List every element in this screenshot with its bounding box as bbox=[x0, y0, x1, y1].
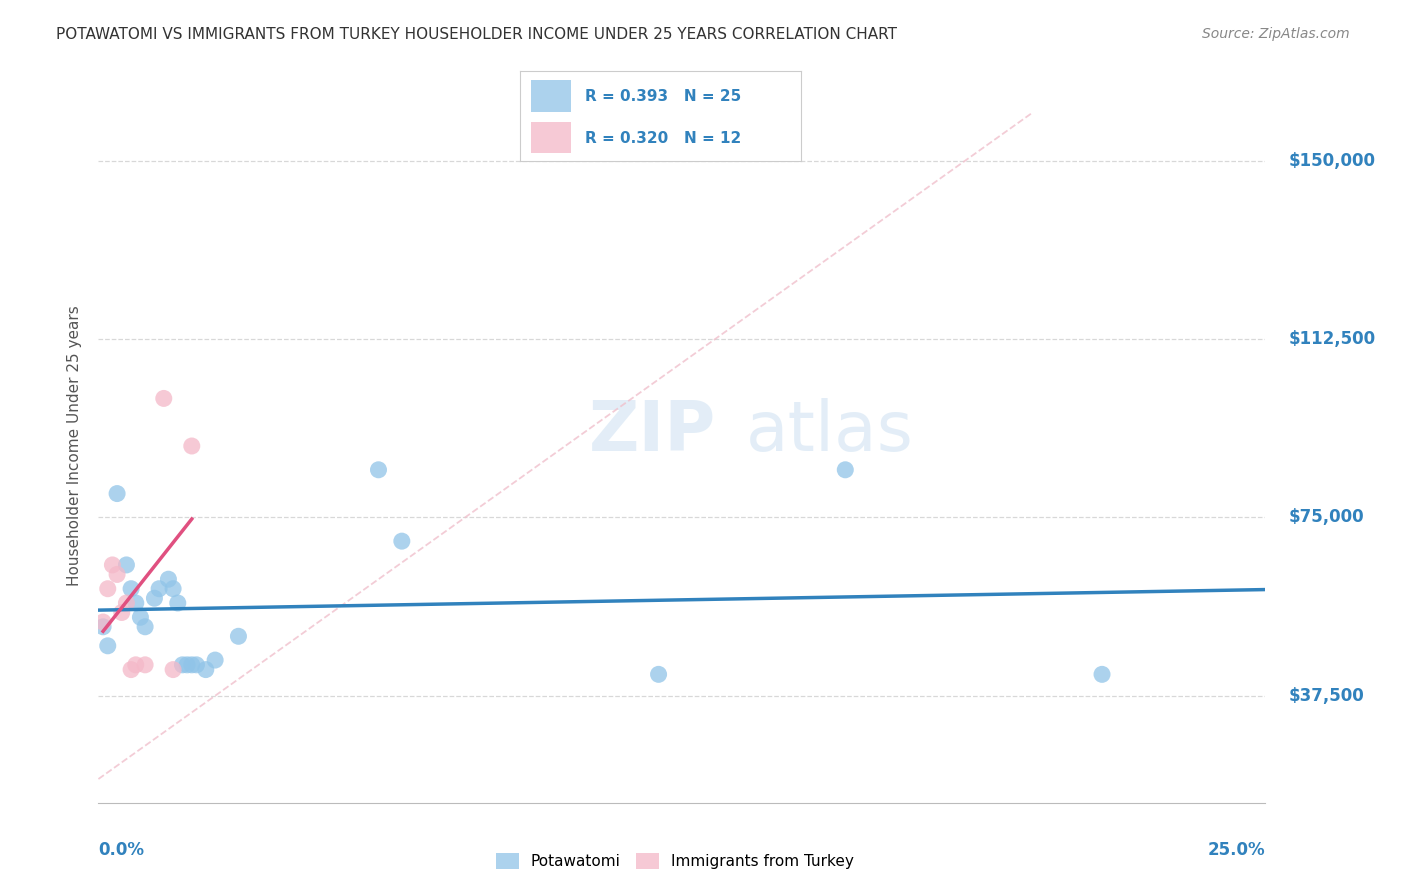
Point bbox=[162, 663, 184, 677]
Text: POTAWATOMI VS IMMIGRANTS FROM TURKEY HOUSEHOLDER INCOME UNDER 25 YEARS CORRELATI: POTAWATOMI VS IMMIGRANTS FROM TURKEY HOU… bbox=[56, 27, 897, 42]
Point bbox=[647, 667, 669, 681]
Text: atlas: atlas bbox=[747, 398, 914, 466]
Point bbox=[111, 606, 134, 620]
Point bbox=[91, 615, 114, 629]
Text: $150,000: $150,000 bbox=[1289, 152, 1375, 169]
Point bbox=[97, 582, 120, 596]
Point bbox=[152, 392, 174, 406]
Point bbox=[180, 657, 202, 672]
Point bbox=[1091, 667, 1114, 681]
Point bbox=[105, 567, 128, 582]
Point bbox=[115, 596, 138, 610]
Point bbox=[134, 657, 156, 672]
Point bbox=[186, 657, 208, 672]
Text: Source: ZipAtlas.com: Source: ZipAtlas.com bbox=[1202, 27, 1350, 41]
Point bbox=[172, 657, 194, 672]
Point bbox=[120, 663, 142, 677]
Point bbox=[115, 558, 138, 572]
Text: 25.0%: 25.0% bbox=[1208, 841, 1265, 859]
Y-axis label: Householder Income Under 25 years: Householder Income Under 25 years bbox=[67, 306, 83, 586]
Text: ZIP: ZIP bbox=[589, 398, 716, 466]
Point bbox=[91, 620, 114, 634]
Text: R = 0.320   N = 12: R = 0.320 N = 12 bbox=[585, 131, 741, 145]
Point bbox=[228, 629, 250, 643]
Point bbox=[148, 582, 170, 596]
Point bbox=[157, 572, 180, 586]
Text: $37,500: $37,500 bbox=[1289, 687, 1364, 705]
Text: $112,500: $112,500 bbox=[1289, 330, 1376, 348]
Point bbox=[120, 582, 142, 596]
Point bbox=[834, 463, 856, 477]
Point bbox=[125, 657, 148, 672]
FancyBboxPatch shape bbox=[531, 80, 571, 112]
Point bbox=[143, 591, 166, 606]
Legend: Potawatomi, Immigrants from Turkey: Potawatomi, Immigrants from Turkey bbox=[489, 847, 860, 875]
Point bbox=[129, 610, 152, 624]
Text: $75,000: $75,000 bbox=[1289, 508, 1364, 526]
Point bbox=[134, 620, 156, 634]
Text: R = 0.393   N = 25: R = 0.393 N = 25 bbox=[585, 89, 741, 103]
Text: 0.0%: 0.0% bbox=[98, 841, 145, 859]
Point bbox=[105, 486, 128, 500]
Point bbox=[367, 463, 389, 477]
Point bbox=[180, 439, 202, 453]
Point bbox=[162, 582, 184, 596]
FancyBboxPatch shape bbox=[531, 122, 571, 153]
Point bbox=[176, 657, 198, 672]
Point bbox=[97, 639, 120, 653]
Point bbox=[101, 558, 124, 572]
Point bbox=[204, 653, 226, 667]
Point bbox=[194, 663, 217, 677]
Point bbox=[125, 596, 148, 610]
Point bbox=[166, 596, 188, 610]
Point bbox=[391, 534, 413, 549]
